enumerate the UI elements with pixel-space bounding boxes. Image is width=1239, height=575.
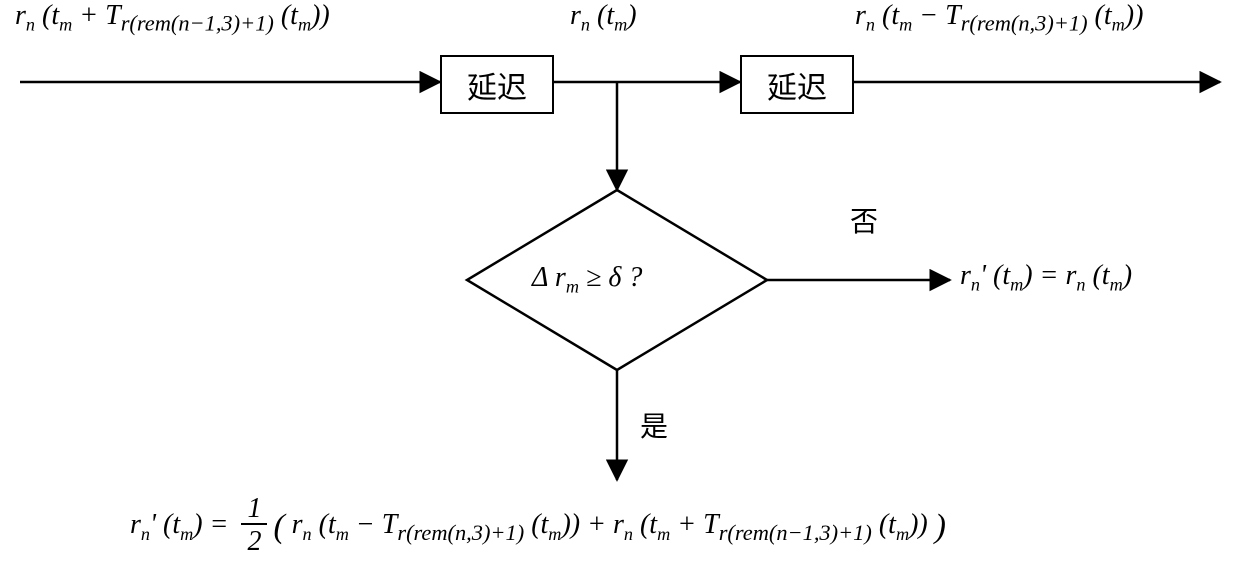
delay-block-2-label: 延迟 xyxy=(767,63,827,107)
no-label: 否 xyxy=(850,200,878,240)
yes-label: 是 xyxy=(640,405,668,445)
input-expr: rn (tm + Tr(rem(n−1,3)+1) (tm)) xyxy=(15,0,330,37)
mid-expr: rn (tm) xyxy=(570,0,637,36)
decision-text: Δ rm ≥ δ ? xyxy=(532,262,642,298)
delay-block-1: 延迟 xyxy=(440,55,554,114)
delay-block-2: 延迟 xyxy=(740,55,854,114)
yes-branch-expr: rn' (tm) = 12( rn (tm − Tr(rem(n,3)+1) (… xyxy=(130,495,946,559)
delay-block-1-label: 延迟 xyxy=(467,63,527,107)
output-expr: rn (tm − Tr(rem(n,3)+1) (tm)) xyxy=(855,0,1143,37)
no-branch-expr: rn' (tm) = rn (tm) xyxy=(960,260,1132,296)
